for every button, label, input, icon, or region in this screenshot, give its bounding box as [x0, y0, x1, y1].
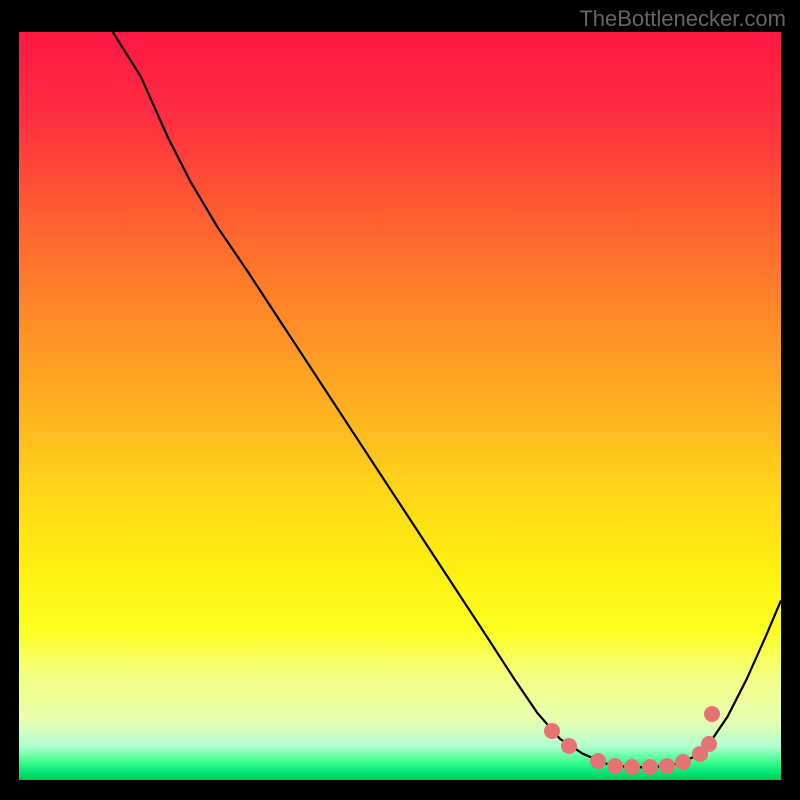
data-marker	[701, 736, 717, 752]
data-marker	[607, 758, 623, 774]
data-marker	[704, 706, 720, 722]
data-marker	[624, 759, 640, 775]
data-marker	[675, 754, 691, 770]
data-marker	[642, 759, 658, 775]
watermark-text: TheBottlenecker.com	[579, 6, 786, 32]
data-marker	[590, 753, 606, 769]
data-marker	[659, 758, 675, 774]
data-marker	[561, 738, 577, 754]
plot-area	[19, 32, 781, 780]
curve-line	[19, 32, 781, 780]
data-marker	[544, 723, 560, 739]
